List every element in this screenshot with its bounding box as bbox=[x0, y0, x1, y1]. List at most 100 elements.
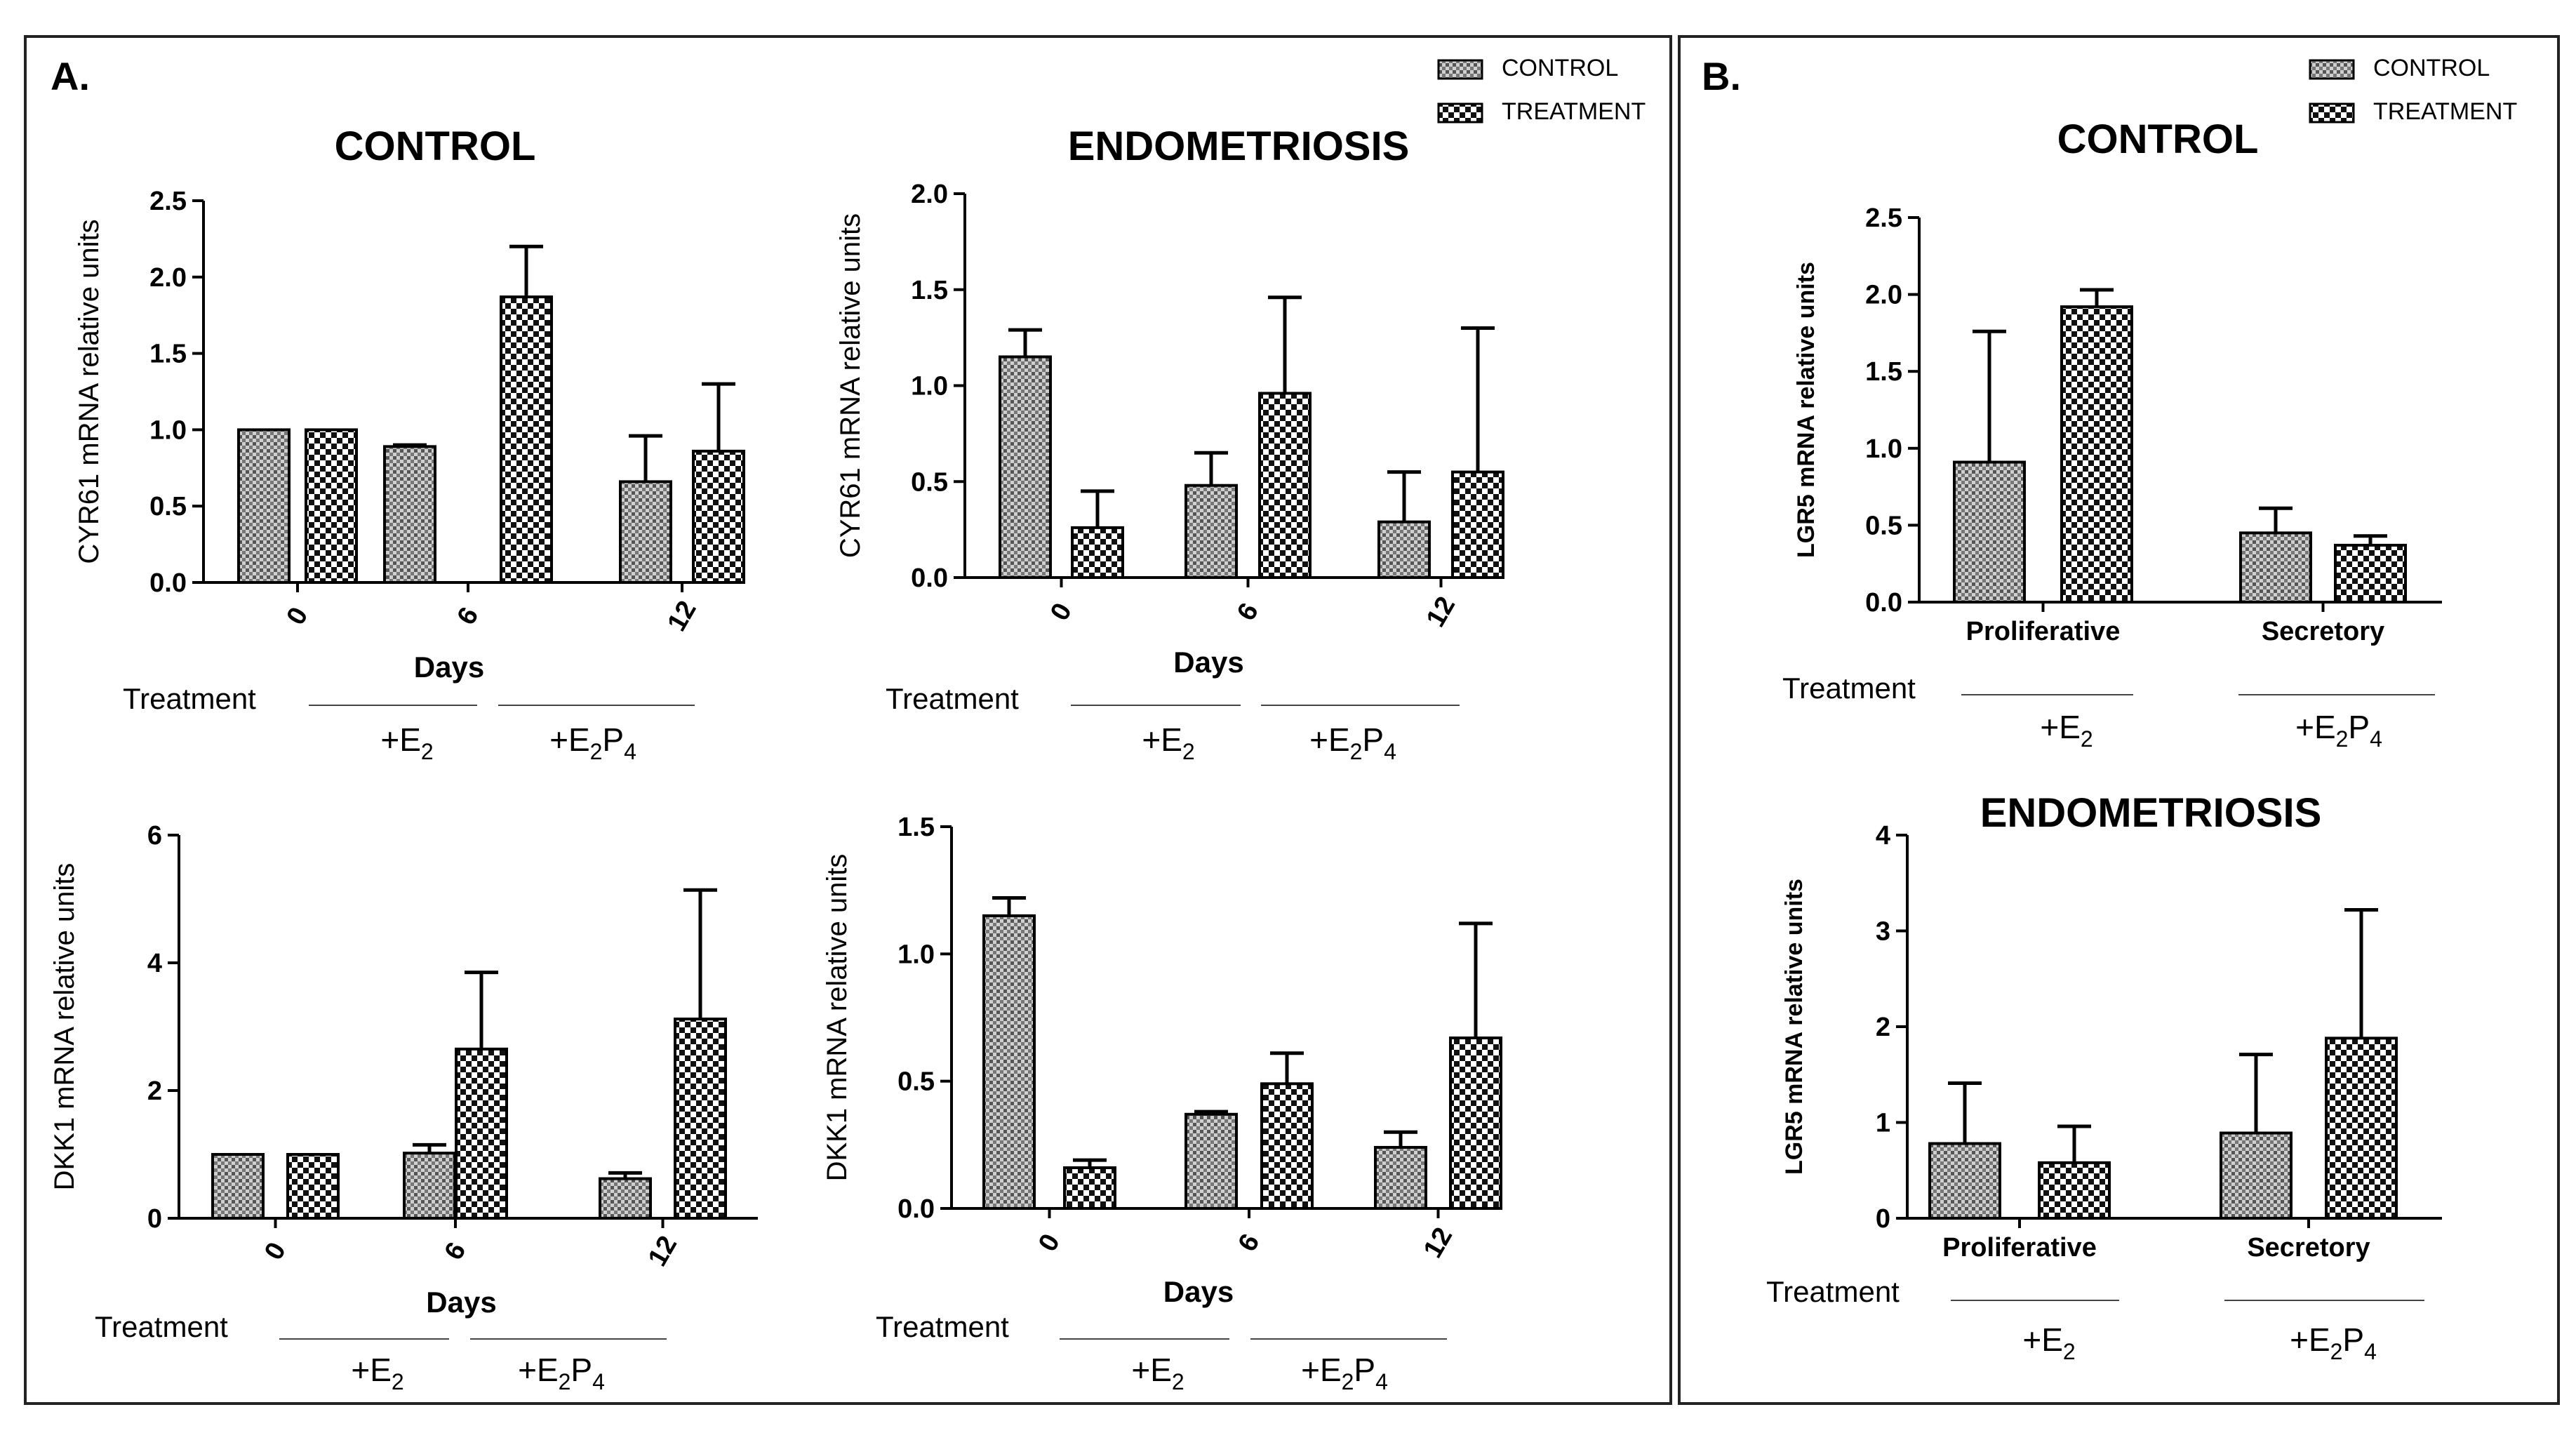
y-tick-label: 0.5 bbox=[911, 467, 948, 497]
y-tick-label: 2 bbox=[147, 1077, 162, 1106]
x-tick-label: 12 bbox=[662, 596, 702, 636]
x-tick-label: 0 bbox=[259, 1237, 292, 1265]
treatment-label: Treatment bbox=[1782, 672, 1916, 705]
treatment-bar bbox=[2038, 1161, 2111, 1220]
legend-b-control-swatch bbox=[2309, 59, 2355, 80]
y-axis-label: LGR5 mRNA relative units bbox=[1781, 879, 1808, 1175]
y-tick-label: 1.0 bbox=[1865, 434, 1902, 464]
y-tick-label: 0 bbox=[147, 1204, 162, 1234]
control-bar bbox=[1184, 1112, 1238, 1211]
y-tick-label: 2.5 bbox=[1865, 204, 1902, 233]
treatment-e2-label: +E2 bbox=[2040, 709, 2093, 752]
chart-1: CONTROL CYR61 mRNA relative units 0.0 0.5 1.… bbox=[74, 124, 745, 764]
x-axis-label: Days bbox=[1173, 646, 1243, 679]
control-bar bbox=[1953, 460, 2026, 604]
x-tick-label: 6 bbox=[1233, 1229, 1266, 1256]
x-tick-label: 6 bbox=[1232, 598, 1264, 625]
treatment-bar bbox=[674, 1018, 727, 1220]
treatment-label: Treatment bbox=[123, 682, 256, 715]
control-bar bbox=[2239, 531, 2312, 604]
y-tick-label: 4 bbox=[1876, 821, 1890, 851]
legend-a-treatment-label: TREATMENT bbox=[1502, 98, 1646, 125]
x-axis-label: Days bbox=[1163, 1275, 1234, 1308]
x-tick-label: Proliferative bbox=[1966, 617, 2121, 646]
control-bar bbox=[1377, 520, 1431, 579]
legend-a-control-swatch bbox=[1437, 59, 1483, 80]
x-tick-label: 12 bbox=[1421, 592, 1462, 632]
treatment-e2p4-label: +E2P4 bbox=[549, 721, 636, 764]
treatment-bar bbox=[1071, 526, 1124, 580]
treatment-e2p4-label: +E2P4 bbox=[1301, 1352, 1388, 1394]
y-tick-label: 0.0 bbox=[911, 564, 948, 593]
control-bar bbox=[619, 480, 672, 584]
treatment-bar bbox=[1451, 470, 1504, 580]
treatment-bar bbox=[1063, 1166, 1116, 1211]
y-tick-label: 6 bbox=[147, 821, 162, 851]
treatment-bar bbox=[692, 449, 745, 585]
treatment-label: Treatment bbox=[1766, 1275, 1900, 1308]
y-tick-label: 1.0 bbox=[149, 415, 187, 445]
legend-b: CONTROL TREATMENT bbox=[2309, 55, 2517, 125]
y-axis-label: CYR61 mRNA relative units bbox=[74, 219, 105, 564]
treatment-e2p4-label: +E2P4 bbox=[2295, 709, 2382, 752]
chart-3: DKK1 mRNA relative units 0 2 4 6 0 6 12 Days Trea… bbox=[49, 821, 758, 1394]
y-tick-label: 3 bbox=[1876, 917, 1890, 947]
control-bar bbox=[1374, 1145, 1427, 1210]
y-tick-label: 4 bbox=[147, 949, 162, 978]
treatment-bar bbox=[305, 428, 358, 585]
treatment-bar bbox=[1258, 392, 1312, 579]
control-bar bbox=[403, 1152, 456, 1220]
treatment-label: Treatment bbox=[876, 1310, 1009, 1343]
y-axis-label: CYR61 mRNA relative units bbox=[835, 213, 866, 558]
chart-title: ENDOMETRIOSIS bbox=[1980, 790, 2322, 836]
treatment-bar bbox=[500, 295, 553, 584]
chart-2: ENDOMETRIOSIS CYR61 mRNA relative units 0.… bbox=[835, 124, 1504, 764]
treatment-e2p4-label: +E2P4 bbox=[518, 1352, 605, 1394]
x-tick-label: Secretory bbox=[2262, 617, 2384, 646]
y-tick-label: 0.0 bbox=[149, 568, 187, 598]
x-tick-label: 0 bbox=[281, 602, 314, 629]
y-tick-label: 1 bbox=[1876, 1109, 1890, 1138]
control-bar bbox=[982, 914, 1036, 1211]
y-tick-label: 1.5 bbox=[1865, 357, 1902, 387]
treatment-bar bbox=[2325, 1037, 2398, 1220]
legend-a: CONTROL TREATMENT bbox=[1437, 55, 1646, 125]
treatment-bar bbox=[2060, 305, 2133, 604]
control-bar bbox=[1928, 1142, 2001, 1220]
treatment-e2p4-label: +E2P4 bbox=[1309, 721, 1396, 764]
y-tick-label: 0.0 bbox=[1865, 588, 1902, 618]
y-tick-label: 0 bbox=[1876, 1204, 1890, 1234]
treatment-bar bbox=[1449, 1037, 1502, 1210]
control-bar bbox=[383, 445, 436, 584]
y-tick-label: 2.5 bbox=[149, 187, 187, 216]
legend-b-treatment-swatch bbox=[2309, 102, 2355, 124]
x-tick-label: Secretory bbox=[2247, 1233, 2370, 1262]
y-tick-label: 2.0 bbox=[1865, 281, 1902, 310]
treatment-e2-label: +E2 bbox=[2022, 1321, 2075, 1364]
y-tick-label: 0.5 bbox=[897, 1067, 935, 1097]
treatment-e2-label: +E2 bbox=[380, 721, 433, 764]
x-tick-label: 0 bbox=[1033, 1229, 1066, 1256]
panel-a-frame bbox=[24, 35, 1672, 1405]
treatment-label: Treatment bbox=[886, 682, 1019, 715]
treatment-e2p4-label: +E2P4 bbox=[2290, 1321, 2377, 1364]
x-tick-label: 12 bbox=[1418, 1222, 1459, 1263]
y-tick-label: 2.0 bbox=[149, 263, 187, 293]
treatment-label: Treatment bbox=[95, 1310, 228, 1343]
charts: CONTROL CYR61 mRNA relative units 0.0 0.5 1.… bbox=[49, 116, 2442, 1394]
treatment-bar bbox=[2334, 543, 2407, 604]
chart-5: CONTROL LGR5 mRNA relative units 0.0 0.5 1.0… bbox=[1782, 116, 2442, 752]
treatment-e2-label: +E2 bbox=[1131, 1352, 1184, 1394]
legend-a-treatment-swatch bbox=[1437, 102, 1483, 124]
x-tick-label: 6 bbox=[439, 1237, 472, 1265]
x-tick-label: 12 bbox=[643, 1231, 683, 1272]
control-bar bbox=[1184, 484, 1238, 579]
y-tick-label: 1.0 bbox=[897, 940, 935, 969]
chart-6: ENDOMETRIOSIS LGR5 mRNA relative units 0 1 2… bbox=[1766, 790, 2442, 1364]
legend-b-treatment-label: TREATMENT bbox=[2373, 98, 2517, 125]
treatment-bar bbox=[1260, 1082, 1314, 1210]
x-tick-label: 6 bbox=[452, 602, 485, 629]
control-bar bbox=[237, 428, 291, 585]
